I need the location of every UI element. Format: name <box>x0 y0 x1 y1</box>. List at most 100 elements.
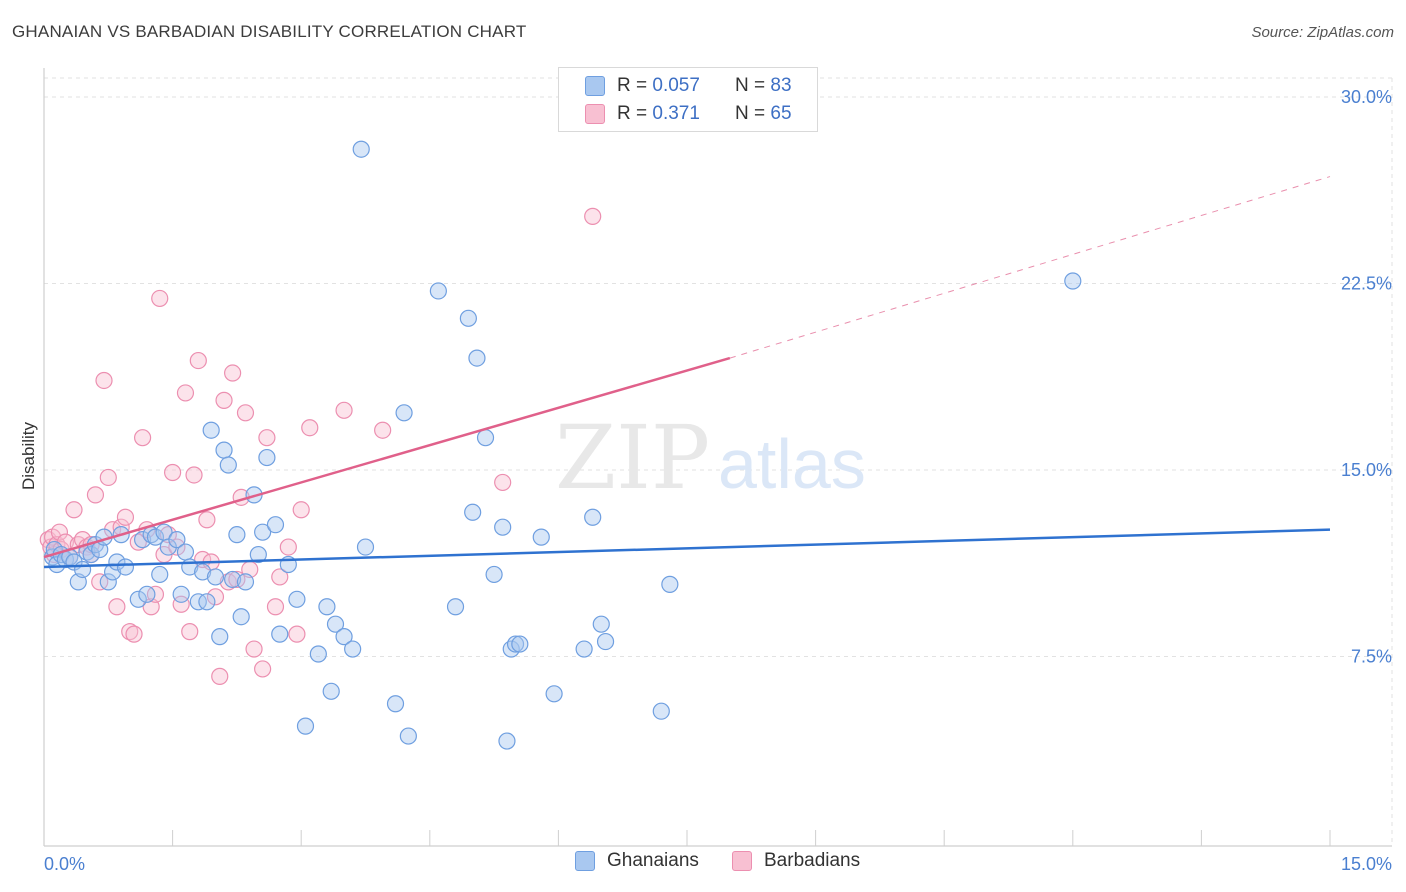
legend-n-value: 65 <box>770 103 792 124</box>
ghanaians-point <box>146 528 165 546</box>
ghanaians-point <box>1064 272 1082 290</box>
barbadians-point <box>301 419 319 437</box>
watermark-atlas: atlas <box>718 425 866 503</box>
barbadians-point <box>206 588 225 606</box>
legend: R = 0.057 N = 83 R = 0.371 N = 65 <box>558 67 818 132</box>
ghanaians-point <box>176 543 195 561</box>
ghanaians-point <box>584 508 602 526</box>
ghanaians-point <box>48 555 66 574</box>
ghanaians-point <box>82 545 100 564</box>
ghanaians-point <box>211 628 229 646</box>
barbadians-point <box>176 384 195 402</box>
barbadians-point <box>151 289 169 308</box>
ghanaians-point <box>133 531 152 549</box>
y-tick-label: 15.0% <box>1341 460 1392 480</box>
ghanaians-point <box>326 615 345 633</box>
legend-r-label: R = <box>617 103 648 124</box>
ghanaians-point <box>468 349 486 367</box>
ghanaians-point <box>429 282 447 300</box>
ghanaians-point <box>296 717 315 735</box>
ghanaians-point <box>532 528 550 546</box>
x-tick-label: 0.0% <box>44 854 85 874</box>
ghanaians-point <box>498 732 516 750</box>
x-tick-label: 15.0% <box>1341 854 1392 874</box>
barbadians-point <box>266 598 285 616</box>
tick-labels: 7.5% 15.0% 22.5% 30.0% 0.0% 15.0% <box>44 87 1392 874</box>
ghanaians-point <box>446 598 465 616</box>
ghanaians-point <box>596 632 615 651</box>
ghanaians-point <box>202 421 220 439</box>
bottom-legend-label-ghanaians: Ghanaians <box>607 850 699 871</box>
legend-row-barbadians: R = 0.371 N = 65 <box>585 101 792 127</box>
y-tick-label: 22.5% <box>1341 274 1392 294</box>
ghanaians-point <box>73 560 92 579</box>
barbadians-point <box>245 640 263 658</box>
legend-swatch-ghanaians <box>585 76 605 96</box>
ghanaians-point <box>356 538 375 556</box>
ghanaians-point <box>219 456 237 474</box>
ghanaians-point <box>206 568 225 586</box>
barbadians-point <box>189 351 207 370</box>
barbadians-point <box>254 660 272 678</box>
barbadians-point <box>236 404 255 422</box>
ghanaians-point <box>224 570 242 589</box>
y-tick-label: 30.0% <box>1341 87 1392 107</box>
barbadians-point <box>288 625 306 643</box>
ghanaians-point <box>138 585 156 603</box>
barbadians-point <box>494 473 512 492</box>
ghanaians-point <box>266 516 285 534</box>
barbadians-point <box>164 463 182 482</box>
source-label: Source: ZipAtlas.com <box>1251 24 1394 41</box>
barbadians-point <box>99 468 117 487</box>
ghanaians-point <box>236 573 255 591</box>
ghanaians-point <box>129 590 147 608</box>
barbadians-point <box>50 523 69 541</box>
barbadians-point <box>95 371 113 390</box>
ghanaians-point <box>271 625 289 643</box>
ghanaians-point <box>661 575 679 593</box>
barbadians-point <box>215 391 233 409</box>
watermark: ZIP atlas <box>555 406 866 509</box>
legend-n-label: N = <box>735 103 766 124</box>
bottom-legend-barbadians[interactable]: Barbadians <box>732 850 860 872</box>
ghanaians-point <box>168 531 186 549</box>
barbadians-point <box>116 508 135 526</box>
barbadians-point <box>133 429 152 447</box>
legend-r-label: R = <box>617 75 648 96</box>
ghanaians-point <box>322 682 340 700</box>
trend-lines <box>43 176 1331 569</box>
ghanaians-point <box>459 309 477 327</box>
ghanaians-point <box>545 685 563 703</box>
ghanaians-point <box>215 441 233 459</box>
ghanaians-point <box>344 640 362 658</box>
ghanaians-point <box>476 429 495 447</box>
ghanaians-point <box>116 558 135 576</box>
gridlines <box>44 77 1393 846</box>
barbadians-point <box>374 421 392 439</box>
ghanaians-trend-line <box>43 528 1331 569</box>
ghanaians-point <box>386 695 405 713</box>
barbadians-trend-line <box>43 356 731 559</box>
bottom-legend: Ghanaians Barbadians <box>0 850 1406 878</box>
watermark-zip: ZIP <box>555 406 710 509</box>
ghanaians-point <box>395 404 413 422</box>
barbadians-point <box>335 401 353 419</box>
barbadians-point <box>86 486 105 504</box>
barbadians-point <box>211 667 229 685</box>
barbadians-trend-extension <box>729 176 1331 359</box>
ghanaians-point <box>511 635 529 653</box>
bottom-legend-ghanaians[interactable]: Ghanaians <box>575 850 699 872</box>
ghanaians-point <box>151 565 169 584</box>
ghanaians-point <box>254 523 272 541</box>
ghanaians-point <box>309 645 327 663</box>
legend-n-value: 83 <box>770 75 792 96</box>
ghanaians-point <box>575 640 593 658</box>
chart-title: GHANAIAN VS BARBADIAN DISABILITY CORRELA… <box>12 22 527 41</box>
ghanaians-point <box>352 140 370 158</box>
ghanaians-point <box>485 565 503 584</box>
legend-swatch-barbadians <box>585 104 605 124</box>
barbadians-point <box>198 511 216 529</box>
barbadians-point <box>258 429 276 447</box>
bottom-legend-swatch-barbadians <box>732 851 752 871</box>
